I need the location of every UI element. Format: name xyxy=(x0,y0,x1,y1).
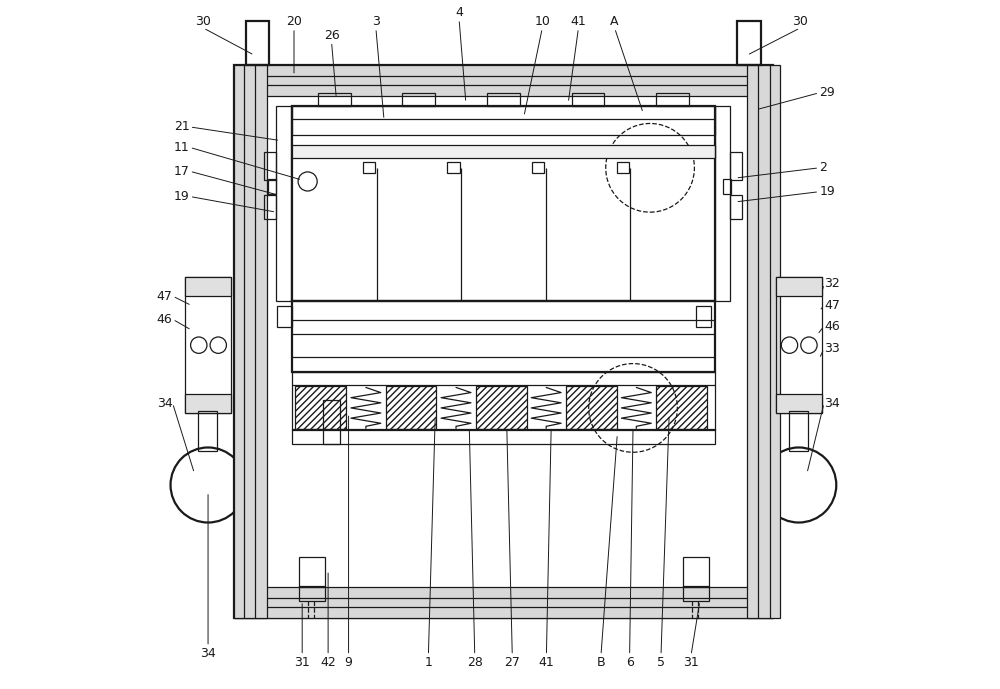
Text: 42: 42 xyxy=(320,655,336,668)
Bar xyxy=(730,152,742,181)
Bar xyxy=(277,307,292,327)
Bar xyxy=(292,301,715,373)
Bar xyxy=(268,179,276,194)
Text: 19: 19 xyxy=(819,185,835,198)
Bar xyxy=(292,145,715,158)
Bar xyxy=(299,586,325,601)
Bar xyxy=(185,277,231,413)
Text: 19: 19 xyxy=(174,190,190,203)
Bar xyxy=(185,394,231,413)
Bar xyxy=(386,386,436,429)
Bar xyxy=(683,586,709,601)
Bar xyxy=(737,21,761,65)
Bar xyxy=(656,386,707,429)
Bar xyxy=(715,106,730,301)
Text: 30: 30 xyxy=(792,15,808,28)
Text: 26: 26 xyxy=(324,29,339,41)
Text: 9: 9 xyxy=(345,655,353,668)
Bar xyxy=(234,65,773,96)
Bar xyxy=(696,307,711,327)
Bar xyxy=(323,400,340,444)
Bar xyxy=(566,386,617,429)
Bar xyxy=(789,411,808,451)
Bar xyxy=(185,277,231,296)
Bar xyxy=(617,163,629,173)
Text: 41: 41 xyxy=(539,655,554,668)
Text: 1: 1 xyxy=(424,655,432,668)
Bar xyxy=(295,386,346,429)
Bar xyxy=(572,93,604,106)
Bar xyxy=(476,386,527,429)
Text: 34: 34 xyxy=(200,647,216,659)
Text: 33: 33 xyxy=(824,342,840,355)
Bar xyxy=(730,194,742,219)
Text: 46: 46 xyxy=(824,320,840,333)
Text: 10: 10 xyxy=(534,15,550,28)
Text: B: B xyxy=(597,655,605,668)
Bar xyxy=(532,163,544,173)
Text: 11: 11 xyxy=(174,141,190,154)
Bar xyxy=(234,65,773,618)
Bar xyxy=(234,65,267,618)
Text: 30: 30 xyxy=(195,15,211,28)
Bar xyxy=(292,106,715,301)
Bar xyxy=(723,179,731,194)
Bar xyxy=(292,373,715,431)
Bar xyxy=(246,21,269,65)
Text: 41: 41 xyxy=(571,15,586,28)
Bar xyxy=(292,106,715,135)
Bar xyxy=(776,277,822,296)
Text: 21: 21 xyxy=(174,121,190,134)
Text: 5: 5 xyxy=(657,655,665,668)
Text: 4: 4 xyxy=(455,6,463,19)
Bar xyxy=(264,194,276,219)
Bar xyxy=(299,557,325,587)
Text: 31: 31 xyxy=(683,655,699,668)
Bar xyxy=(198,411,217,451)
Text: 47: 47 xyxy=(824,299,840,312)
Bar xyxy=(747,65,780,618)
Text: 2: 2 xyxy=(819,161,827,174)
Text: 20: 20 xyxy=(286,15,302,28)
Bar xyxy=(776,277,822,413)
Bar xyxy=(276,106,291,301)
Bar xyxy=(363,163,375,173)
Text: 34: 34 xyxy=(157,397,173,410)
Bar xyxy=(318,93,351,106)
Bar xyxy=(264,152,276,181)
Bar xyxy=(402,93,435,106)
Bar xyxy=(447,163,460,173)
Text: A: A xyxy=(610,15,619,28)
Text: 17: 17 xyxy=(174,165,190,178)
Text: 46: 46 xyxy=(157,313,173,326)
Text: 31: 31 xyxy=(294,655,310,668)
Bar xyxy=(487,93,520,106)
Bar xyxy=(234,587,773,618)
Text: 6: 6 xyxy=(626,655,634,668)
Text: 29: 29 xyxy=(819,86,835,99)
Text: 27: 27 xyxy=(504,655,520,668)
Bar xyxy=(292,429,715,444)
Bar xyxy=(776,394,822,413)
Text: 47: 47 xyxy=(157,289,173,302)
Bar xyxy=(683,557,709,587)
Text: 3: 3 xyxy=(372,15,380,28)
Text: 28: 28 xyxy=(467,655,483,668)
Text: 34: 34 xyxy=(824,397,840,410)
Bar xyxy=(656,93,689,106)
Text: 32: 32 xyxy=(824,277,840,290)
